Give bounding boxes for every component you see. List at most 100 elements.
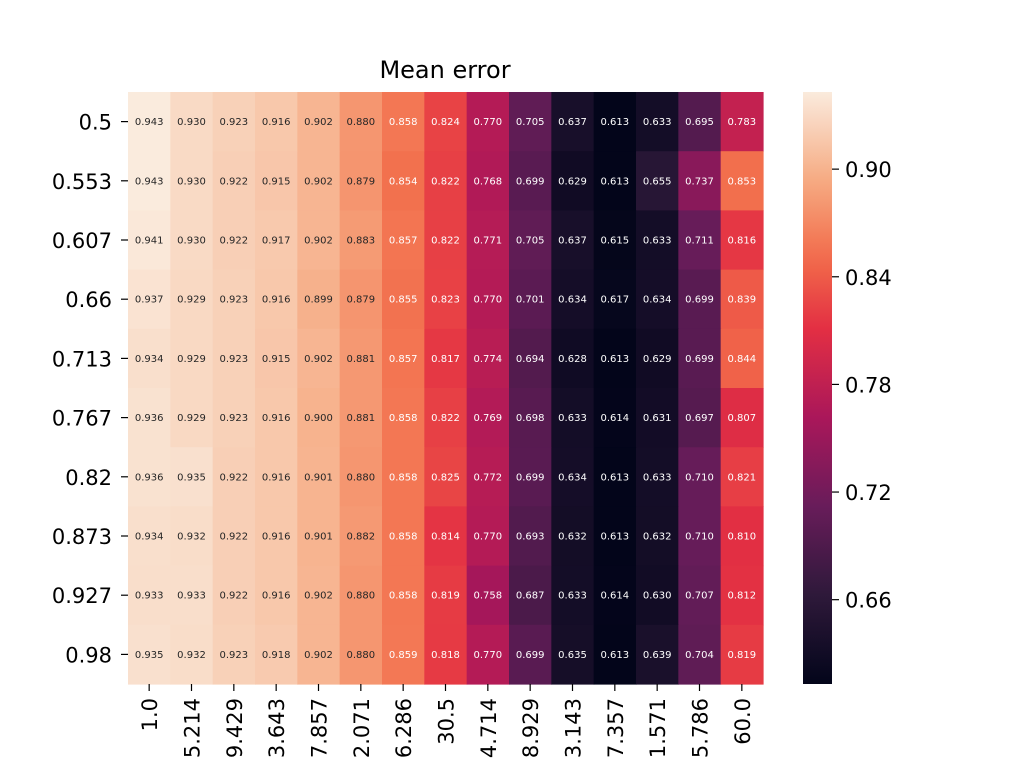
x-tick-label: 1.571: [646, 698, 670, 758]
cell-value-label: 0.822: [431, 176, 460, 187]
cell-value-label: 0.943: [135, 176, 164, 187]
heatmap-cell: [128, 210, 171, 271]
cell-value-label: 0.807: [728, 413, 757, 424]
heatmap-cell: [466, 624, 510, 685]
cell-value-label: 0.710: [685, 472, 714, 483]
cell-value-label: 0.923: [220, 354, 249, 365]
y-tick-label: 0.607: [52, 229, 112, 253]
cell-value-label: 0.916: [262, 472, 291, 483]
cell-value-label: 0.922: [220, 532, 249, 543]
cell-value-label: 0.929: [177, 354, 206, 365]
heatmap-cell: [382, 506, 425, 567]
heatmap-cell: [636, 388, 679, 448]
heatmap-cell: [297, 506, 341, 567]
cell-value-label: 0.936: [135, 472, 164, 483]
heatmap-cell: [382, 92, 425, 152]
heatmap-cell: [424, 624, 468, 685]
cell-value-label: 0.880: [347, 591, 376, 602]
cell-value-label: 0.934: [135, 354, 164, 365]
heatmap-cell: [509, 388, 552, 448]
cell-value-label: 0.936: [135, 413, 164, 424]
heatmap-cell: [466, 269, 510, 330]
heatmap-cell: [212, 269, 256, 330]
cell-value-label: 0.943: [135, 117, 164, 128]
cell-value-label: 0.902: [304, 176, 333, 187]
cell-value-label: 0.699: [685, 295, 714, 306]
cell-value-label: 0.634: [558, 295, 587, 306]
cell-value-label: 0.687: [516, 591, 545, 602]
x-axis: 1.0 5.214 9.429 3.643 7.857 2.071 6.286 30.5 4.7…: [138, 684, 755, 758]
heatmap-cell: [255, 151, 298, 211]
cell-value-label: 0.637: [558, 236, 587, 247]
cell-value-label: 0.916: [262, 295, 291, 306]
heatmap-cell: [339, 269, 383, 330]
heatmap-cell: [551, 151, 595, 211]
heatmap-cell: [128, 269, 171, 330]
cell-value-label: 0.821: [728, 472, 757, 483]
heatmap-cell: [509, 92, 552, 152]
cell-value-label: 0.922: [220, 176, 249, 187]
heatmap-cell: [593, 624, 637, 685]
heatmap-cell: [509, 447, 552, 507]
cell-value-label: 0.930: [177, 117, 206, 128]
heatmap-cell: [636, 624, 679, 685]
heatmap-cell: [382, 151, 425, 211]
heatmap-cell: [297, 92, 341, 152]
heatmap-cell: [255, 624, 298, 685]
heatmap-cell: [551, 624, 595, 685]
cell-value-label: 0.857: [389, 236, 418, 247]
cell-value-label: 0.902: [304, 236, 333, 247]
heatmap-cell: [128, 92, 171, 152]
cell-value-label: 0.901: [304, 532, 333, 543]
heatmap-cell: [297, 210, 341, 271]
x-tick-label: 7.357: [604, 698, 628, 758]
heatmap-cell: [720, 210, 764, 271]
cell-value-label: 0.655: [643, 176, 672, 187]
cell-value-label: 0.822: [431, 413, 460, 424]
heatmap-cell: [424, 92, 468, 152]
cell-value-label: 0.707: [685, 591, 714, 602]
heatmap-cell: [678, 328, 722, 389]
cell-value-label: 0.770: [474, 295, 503, 306]
cell-value-label: 0.881: [347, 354, 376, 365]
y-tick-label: 0.82: [65, 466, 112, 490]
heatmap-cell: [339, 565, 383, 626]
cell-value-label: 0.916: [262, 591, 291, 602]
heatmap-cell: [212, 151, 256, 211]
cell-value-label: 0.923: [220, 295, 249, 306]
heatmap-cell: [297, 565, 341, 626]
cell-value-label: 0.839: [728, 295, 757, 306]
cell-value-label: 0.844: [728, 354, 757, 365]
cell-value-label: 0.774: [474, 354, 503, 365]
heatmap-cell: [255, 269, 298, 330]
cell-value-label: 0.858: [389, 591, 418, 602]
heatmap-cell: [509, 269, 552, 330]
heatmap-cell: [339, 210, 383, 271]
heatmap-cell: [593, 151, 637, 211]
heatmap-cell: [212, 624, 256, 685]
cell-value-label: 0.634: [558, 472, 587, 483]
cell-value-label: 0.824: [431, 117, 460, 128]
y-tick-label: 0.5: [79, 111, 112, 135]
cell-value-label: 0.770: [474, 117, 503, 128]
y-tick-label: 0.98: [65, 643, 112, 667]
heatmap-cell: [509, 506, 552, 567]
x-tick-label: 6.286: [392, 698, 416, 758]
heatmap-cell: [466, 92, 510, 152]
cell-value-label: 0.819: [431, 591, 460, 602]
x-tick-label: 5.786: [689, 698, 713, 758]
heatmap-cell: [720, 151, 764, 211]
heatmap-cell: [636, 565, 679, 626]
heatmap-cell: [551, 92, 595, 152]
cell-value-label: 0.923: [220, 650, 249, 661]
heatmap-cell: [509, 210, 552, 271]
heatmap-cell: [128, 506, 171, 567]
x-tick-label: 1.0: [138, 698, 162, 731]
heatmap-cell: [466, 506, 510, 567]
cell-value-label: 0.934: [135, 532, 164, 543]
heatmap-cell: [212, 565, 256, 626]
cell-value-label: 0.818: [431, 650, 460, 661]
cell-value-label: 0.633: [643, 236, 672, 247]
cell-value-label: 0.704: [685, 650, 714, 661]
cell-value-label: 0.695: [685, 117, 714, 128]
